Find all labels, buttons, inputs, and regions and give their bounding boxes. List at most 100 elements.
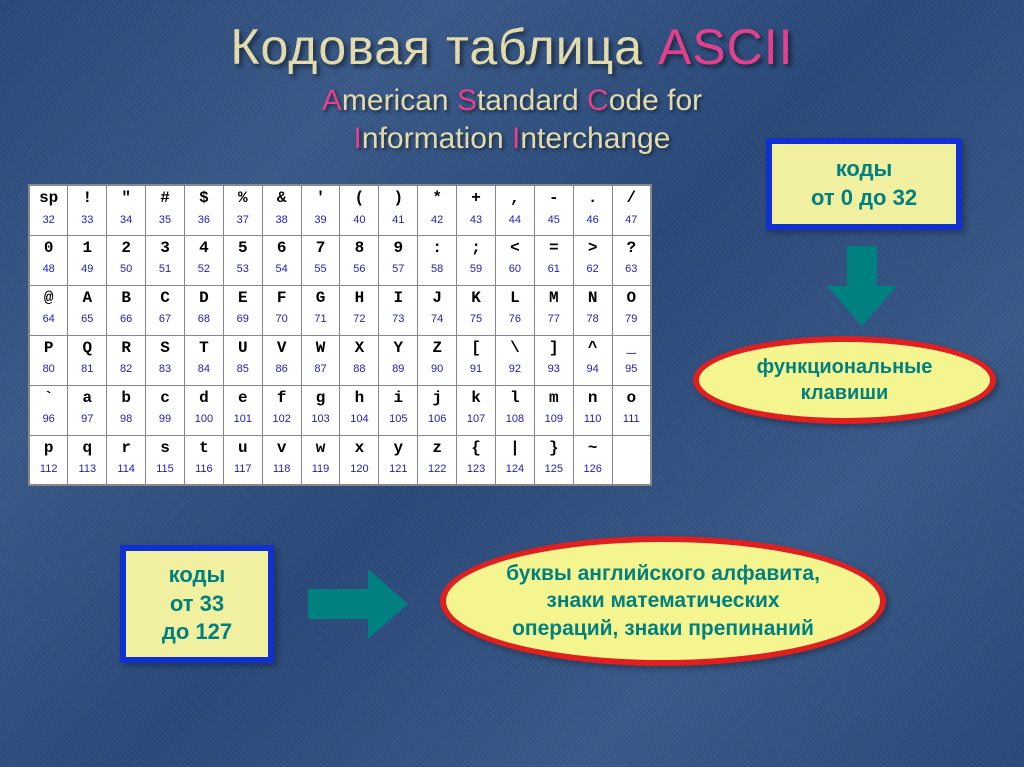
ascii-code: 61 <box>535 263 573 275</box>
ascii-char: ~ <box>574 440 612 458</box>
ascii-char: # <box>146 190 184 208</box>
ascii-char: M <box>535 290 573 308</box>
ascii-char: . <box>574 190 612 208</box>
subtitle-capital: S <box>457 84 477 117</box>
ascii-code: 112 <box>30 463 67 475</box>
ascii-cell: R82 <box>107 335 146 385</box>
letters-oval: буквы английского алфавита, знаки матема… <box>440 536 886 666</box>
ascii-char: V <box>263 340 301 358</box>
ascii-char: ] <box>535 340 573 358</box>
ascii-code: 49 <box>68 263 106 275</box>
ascii-char: U <box>224 340 262 358</box>
ascii-char: O <box>613 290 650 308</box>
ascii-cell: 452 <box>184 235 223 285</box>
ascii-cell: y121 <box>379 435 418 485</box>
subtitle-text: nterchange <box>520 122 670 155</box>
ascii-code: 87 <box>302 363 340 375</box>
ascii-cell: X88 <box>340 335 379 385</box>
oval-large-line3: операций, знаки препинаний <box>512 617 814 640</box>
ascii-char: 3 <box>146 240 184 258</box>
ascii-cell: ?63 <box>612 235 651 285</box>
ascii-cell: 654 <box>262 235 301 285</box>
ascii-code: 96 <box>30 413 67 425</box>
ascii-code: 52 <box>185 263 223 275</box>
ascii-cell: 048 <box>29 235 68 285</box>
ascii-cell: U85 <box>223 335 262 385</box>
ascii-char: f <box>263 390 301 408</box>
ascii-cell: ~126 <box>573 435 612 485</box>
title-part2: ASCII <box>658 19 794 75</box>
ascii-cell: Y89 <box>379 335 418 385</box>
ascii-cell: x120 <box>340 435 379 485</box>
ascii-cell: `96 <box>29 385 68 435</box>
ascii-cell: z122 <box>418 435 457 485</box>
ascii-code: 42 <box>418 214 456 226</box>
ascii-cell: }125 <box>534 435 573 485</box>
ascii-char: d <box>185 390 223 408</box>
codes-box-bottom: коды от 33 до 127 <box>120 545 274 663</box>
ascii-cell: *42 <box>418 185 457 235</box>
ascii-char: N <box>574 290 612 308</box>
ascii-cell: <60 <box>495 235 534 285</box>
ascii-cell: &38 <box>262 185 301 235</box>
ascii-char: Y <box>379 340 417 358</box>
ascii-code: 48 <box>30 263 67 275</box>
subtitle-text: tandard <box>477 84 587 117</box>
ascii-code: 80 <box>30 363 67 375</box>
ascii-char: T <box>185 340 223 358</box>
ascii-code: 72 <box>340 313 378 325</box>
ascii-char: v <box>263 440 301 458</box>
ascii-cell: r114 <box>107 435 146 485</box>
ascii-char: & <box>263 190 301 208</box>
ascii-cell: o111 <box>612 385 651 435</box>
ascii-cell: 957 <box>379 235 418 285</box>
ascii-code: 120 <box>340 463 378 475</box>
ascii-char: m <box>535 390 573 408</box>
ascii-char: A <box>68 290 106 308</box>
ascii-cell: N78 <box>573 285 612 335</box>
ascii-char: , <box>496 190 534 208</box>
ascii-code: 118 <box>263 463 301 475</box>
ascii-cell: D68 <box>184 285 223 335</box>
ascii-char: \ <box>496 340 534 358</box>
ascii-code: 105 <box>379 413 417 425</box>
ascii-cell: !33 <box>68 185 107 235</box>
ascii-cell: %37 <box>223 185 262 235</box>
ascii-cell: C67 <box>146 285 185 335</box>
ascii-char: J <box>418 290 456 308</box>
ascii-cell: 755 <box>301 235 340 285</box>
table-row: @64A65B66C67D68E69F70G71H72I73J74K75L76M… <box>29 285 651 335</box>
ascii-cell: J74 <box>418 285 457 335</box>
ascii-cell: )41 <box>379 185 418 235</box>
ascii-char: a <box>68 390 106 408</box>
ascii-cell: p112 <box>29 435 68 485</box>
ascii-code: 102 <box>263 413 301 425</box>
ascii-code: 77 <box>535 313 573 325</box>
ascii-cell: H72 <box>340 285 379 335</box>
ascii-char: c <box>146 390 184 408</box>
ascii-code: 71 <box>302 313 340 325</box>
ascii-code: 33 <box>68 214 106 226</box>
ascii-cell: 856 <box>340 235 379 285</box>
ascii-cell: {123 <box>457 435 496 485</box>
ascii-char: I <box>379 290 417 308</box>
ascii-code: 92 <box>496 363 534 375</box>
ascii-char: w <box>302 440 340 458</box>
ascii-cell: c99 <box>146 385 185 435</box>
ascii-char: R <box>107 340 145 358</box>
ascii-code: 88 <box>340 363 378 375</box>
ascii-code: 117 <box>224 463 262 475</box>
ascii-code: 36 <box>185 214 223 226</box>
ascii-cell: b98 <box>107 385 146 435</box>
ascii-cell <box>612 435 651 485</box>
ascii-cell: k107 <box>457 385 496 435</box>
ascii-code: 59 <box>457 263 495 275</box>
ascii-char: " <box>107 190 145 208</box>
ascii-char: 7 <box>302 240 340 258</box>
ascii-cell: [91 <box>457 335 496 385</box>
ascii-code: 46 <box>574 214 612 226</box>
ascii-cell: m109 <box>534 385 573 435</box>
ascii-code: 35 <box>146 214 184 226</box>
table-row: 048149250351452553654755856957:58;59<60=… <box>29 235 651 285</box>
subtitle-capital: C <box>587 84 609 117</box>
